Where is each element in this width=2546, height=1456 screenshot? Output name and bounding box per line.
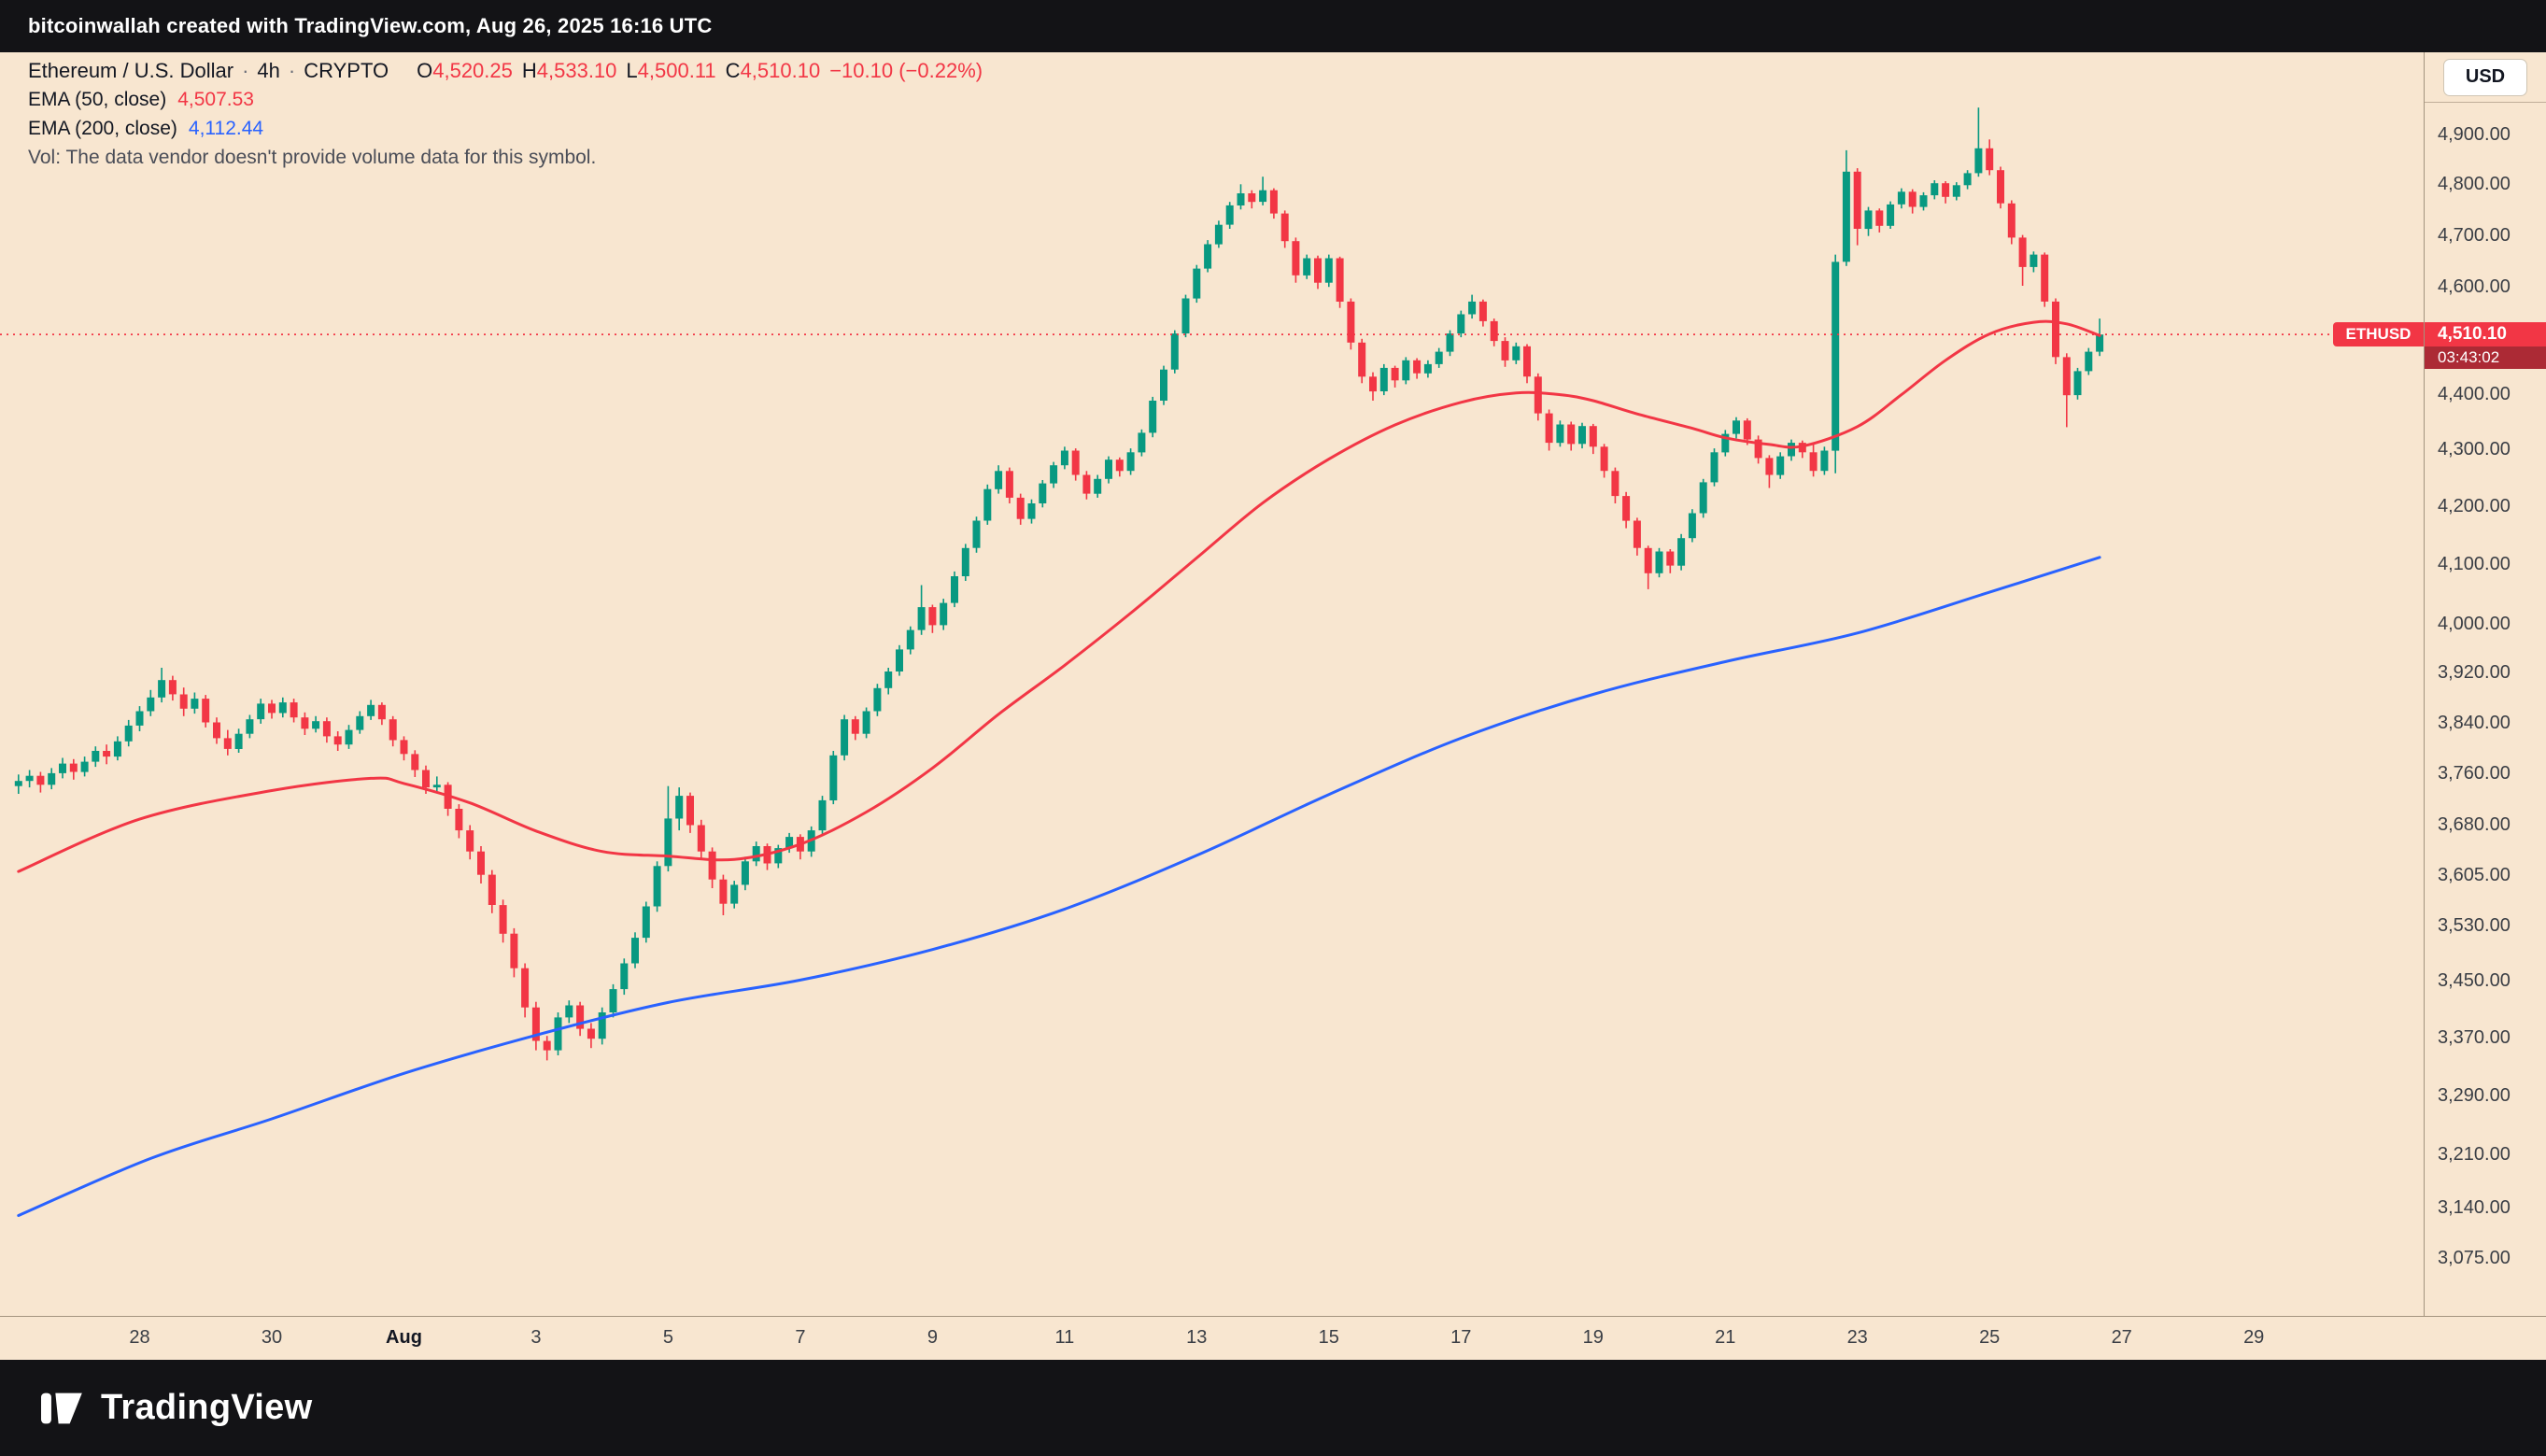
time-axis-label: 15 (1318, 1327, 1339, 1348)
symbol-title[interactable]: Ethereum / U.S. Dollar (28, 59, 234, 82)
ema50-legend-row[interactable]: EMA (50, close) 4,507.53 (28, 85, 983, 114)
last-price-value: 4,510.10 (2425, 322, 2546, 347)
time-axis-label: 11 (1054, 1327, 1075, 1348)
ema200-legend-row[interactable]: EMA (200, close) 4,112.44 (28, 114, 983, 143)
price-axis-label: 3,760.00 (2438, 762, 2511, 784)
exchange-label: CRYPTO (304, 59, 389, 82)
open-value: 4,520.25 (432, 59, 513, 82)
symbol-price-tag: ETHUSD (2333, 322, 2424, 347)
price-axis-label: 3,840.00 (2438, 712, 2511, 733)
ohlc-values: O4,520.25 H4,533.10 L4,500.11 C4,510.10 −10.… (407, 59, 983, 82)
time-axis-label: 29 (2243, 1327, 2265, 1348)
price-axis-label: 3,140.00 (2438, 1197, 2511, 1219)
time-axis-label: 28 (129, 1327, 150, 1348)
last-price-badge: 4,510.10 03:43:02 (2425, 322, 2546, 370)
time-axis-label: 9 (926, 1327, 938, 1348)
tradingview-brand-link[interactable]: TradingView (41, 1388, 312, 1428)
footer-bar: TradingView (0, 1360, 2546, 1456)
time-axis-label: Aug (386, 1327, 422, 1348)
time-axis-label: 7 (795, 1327, 806, 1348)
time-axis-label: 17 (1450, 1327, 1472, 1348)
price-axis-label: 4,700.00 (2438, 224, 2511, 246)
price-axis-label: 3,210.00 (2438, 1144, 2511, 1166)
time-axis-label: 19 (1582, 1327, 1604, 1348)
time-axis-label: 30 (261, 1327, 283, 1348)
top-attribution-bar: bitcoinwallah created with TradingView.c… (0, 0, 2546, 52)
price-axis-header: USD (2425, 52, 2546, 103)
price-axis-label: 4,600.00 (2438, 276, 2511, 298)
time-axis-label: 13 (1186, 1327, 1208, 1348)
price-axis-label: 3,075.00 (2438, 1248, 2511, 1269)
price-axis-label: 3,370.00 (2438, 1026, 2511, 1048)
tradingview-brand-text: TradingView (101, 1388, 313, 1427)
close-label: C (725, 59, 741, 82)
price-axis-label: 3,530.00 (2438, 914, 2511, 936)
price-axis-labels: 4,900.00 4,800.00 4,700.00 4,600.00 4,400.00… (2425, 52, 2546, 1316)
ema50-value: 4,507.53 (177, 89, 254, 110)
time-axis[interactable]: 28 30 Aug 3 5 7 9 11 13 15 17 19 21 23 25 27 29 (0, 1316, 2546, 1360)
price-axis-label: 3,290.00 (2438, 1084, 2511, 1106)
attribution-text: bitcoinwallah created with TradingView.c… (28, 14, 713, 37)
time-axis-label: 25 (1979, 1327, 2001, 1348)
low-label: L (626, 59, 638, 82)
legend-separator: · (242, 59, 249, 82)
symbol-legend-row[interactable]: Ethereum / U.S. Dollar · 4h · CRYPTO O4,520.2… (28, 56, 983, 85)
interval-label[interactable]: 4h (257, 59, 280, 82)
high-value: 4,533.10 (536, 59, 617, 82)
ema50-label[interactable]: EMA (50, close) (28, 89, 167, 110)
price-axis-label: 3,680.00 (2438, 814, 2511, 836)
bar-countdown-timer: 03:43:02 (2425, 346, 2546, 370)
price-axis-label: 4,000.00 (2438, 614, 2511, 635)
low-value: 4,500.11 (637, 59, 716, 82)
price-axis-label: 4,200.00 (2438, 496, 2511, 517)
time-axis-label: 3 (530, 1327, 542, 1348)
price-axis-label: 3,920.00 (2438, 662, 2511, 684)
price-axis-label: 4,900.00 (2438, 124, 2511, 145)
high-label: H (521, 59, 537, 82)
ema200-value: 4,112.44 (188, 118, 264, 139)
time-axis-label: 21 (1715, 1327, 1736, 1348)
price-axis[interactable]: USD 4,900.00 4,800.00 4,700.00 4,600.00 4,40… (2424, 52, 2546, 1316)
currency-usd-button[interactable]: USD (2443, 58, 2527, 96)
ema200-label[interactable]: EMA (200, close) (28, 118, 177, 139)
price-axis-label: 4,300.00 (2438, 439, 2511, 460)
chart-legend: Ethereum / U.S. Dollar · 4h · CRYPTO O4,520.2… (28, 56, 983, 172)
time-axis-label: 23 (1846, 1327, 1868, 1348)
volume-note-text: Vol: The data vendor doesn't provide vol… (28, 147, 597, 168)
volume-note-row: Vol: The data vendor doesn't provide vol… (28, 143, 983, 172)
price-axis-label: 4,800.00 (2438, 174, 2511, 195)
change-value: −10.10 (−0.22%) (829, 59, 983, 82)
time-axis-label: 5 (662, 1327, 673, 1348)
tradingview-logo-icon (41, 1392, 82, 1423)
price-axis-label: 4,100.00 (2438, 554, 2511, 575)
price-axis-label: 3,450.00 (2438, 970, 2511, 992)
time-axis-label: 27 (2111, 1327, 2132, 1348)
price-axis-label: 3,605.00 (2438, 864, 2511, 885)
close-value: 4,510.10 (740, 59, 821, 82)
price-axis-label: 4,400.00 (2438, 383, 2511, 404)
open-label: O (417, 59, 433, 82)
legend-separator: · (288, 59, 296, 82)
